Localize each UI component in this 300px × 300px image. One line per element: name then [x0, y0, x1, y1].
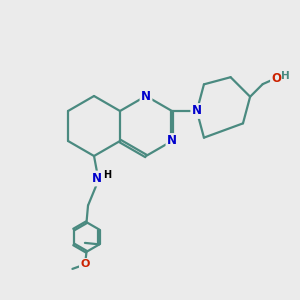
- Text: N: N: [192, 104, 202, 118]
- Text: O: O: [80, 260, 90, 269]
- Text: H: H: [281, 71, 290, 81]
- Text: N: N: [167, 134, 177, 148]
- Text: O: O: [272, 72, 281, 85]
- Text: N: N: [92, 172, 102, 185]
- Text: H: H: [103, 169, 111, 180]
- Text: N: N: [141, 89, 151, 103]
